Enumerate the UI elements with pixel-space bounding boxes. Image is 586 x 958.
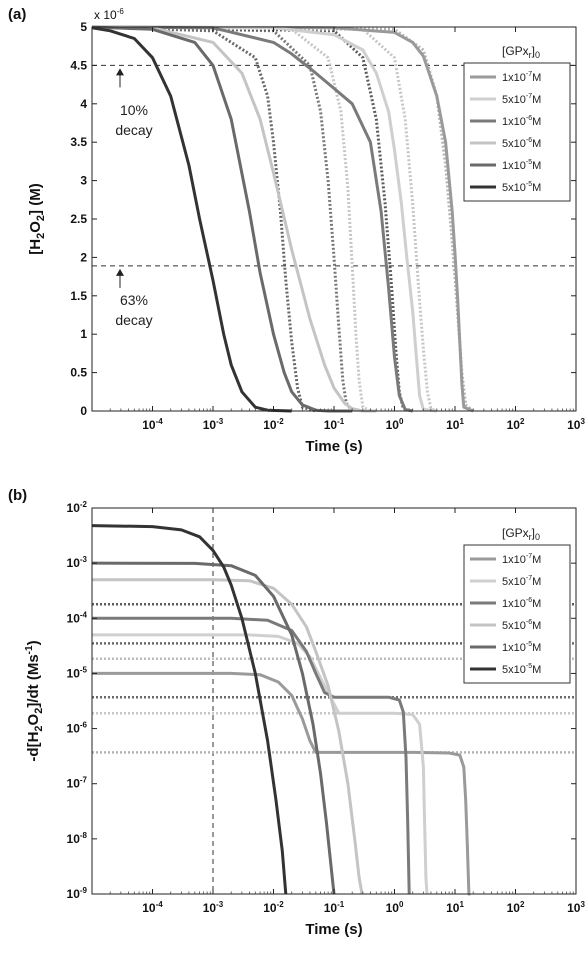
dotted-curve [91,25,414,413]
panel-a-label: (a) [8,6,26,23]
x-tick-label: 100 [386,417,404,432]
multiplier-exponent: -6 [117,7,125,16]
x-tick-label: 10-2 [263,900,284,915]
x-tick-label: 10-3 [203,417,224,432]
y-tick-label: 0 [80,404,87,418]
x-tick-label: 10-1 [324,900,345,915]
panel-b-legend: [GPxr]0 1x10-7M 5x10-7M 1x10-6M 5x10-6M 1x10-… [463,526,571,684]
x-tick-label: 101 [446,417,464,432]
dotted-curve [91,25,372,413]
series-line [91,26,292,413]
panel-a-annotations: 10% decay 63% decay [115,68,153,328]
y-tick-label: 10-7 [67,776,88,791]
panel-b-series [91,524,471,896]
legend-entry-label: 1x10-7M [502,553,541,566]
x-tick-label: 10-4 [142,417,163,432]
legend-entry-label: 5x10-6M [502,137,541,150]
x-tick-label: 100 [386,900,404,915]
annotation-text: decay [115,122,152,138]
annotation-text: 10% [120,102,148,118]
multiplier-base: x 10 [94,8,117,22]
legend-entry-label: 1x10-5M [502,641,541,654]
legend-entry-label: 1x10-7M [502,71,541,84]
y-tick-label: 10-6 [67,721,88,736]
panel-a-legend: [GPxr]0 1x10-7M 5x10-7M 1x10-6M 5x10-6M 1x10-… [463,44,571,202]
series-line [92,633,429,895]
dotted-curve [91,25,354,412]
series-line [92,578,364,895]
y-tick-label: 2 [80,250,87,264]
y-tick-label: 2.5 [70,212,87,226]
x-tick-label: 10-2 [263,417,284,432]
x-tick-label: 103 [567,417,585,432]
panel-a-chart: (a) x 10-6 10-4 10-3 10-2 10-1 100 101 102 1030… [8,6,585,455]
series-line [91,25,474,413]
annotation-arrowhead [116,268,124,276]
legend-entry-label: 1x10-5M [502,159,541,172]
annotation-arrowhead [116,68,124,76]
panel-a-ticks: 10-4 10-3 10-2 10-1 100 101 102 103 0 0.5 1 1.5 2 2.5… [70,20,585,432]
legend-entry-label: 1x10-6M [502,115,541,128]
series-line [91,561,336,895]
panel-b-chart: (b) 10-4 10-3 10-2 10-1 100 101 102 103 10-9 10-8… [8,487,585,938]
panel-a-y-axis-label: [H2O2] (M) [27,183,47,254]
panel-a-x-axis-label: Time (s) [305,438,362,455]
y-tick-label: 0.5 [70,366,87,380]
legend-entry-label: 5x10-5M [502,663,541,676]
legend-entry-label: 5x10-5M [502,181,541,194]
y-tick-label: 10-9 [67,886,88,901]
x-tick-label: 102 [507,900,525,915]
annotation-text: 63% [120,292,148,308]
x-tick-label: 10-1 [324,417,345,432]
y-tick-label: 3.5 [70,135,87,149]
y-tick-label: 10-8 [67,831,88,846]
panel-b-y-axis-label: -d[H2O2]/dt (Ms-1) [24,640,45,761]
legend-entry-label: 1x10-6M [502,597,541,610]
series-line [91,25,437,413]
x-tick-label: 10-3 [203,900,224,915]
x-tick-label: 101 [446,900,464,915]
legend-entry-label: 5x10-7M [502,93,541,106]
panel-a-series [91,25,474,413]
y-multiplier-label: x 10-6 [94,7,124,22]
panel-b-x-axis-label: Time (s) [305,921,362,938]
legend-title: [GPxr]0 [502,44,540,60]
panel-b-ticks: 10-4 10-3 10-2 10-1 100 101 102 103 10-9 10-8 10-7… [67,500,586,915]
series-line [91,25,353,413]
y-tick-label: 1 [80,327,87,341]
legend-title: [GPxr]0 [502,526,540,542]
legend-entry-label: 5x10-7M [502,575,541,588]
dotted-curve [91,25,317,413]
y-tick-label: 4 [80,97,87,111]
y-tick-label: 10-5 [67,665,88,680]
legend-box [463,62,571,202]
x-tick-label: 103 [567,900,585,915]
y-tick-label: 10-3 [67,555,88,570]
y-tick-label: 1.5 [70,289,87,303]
y-tick-label: 4.5 [70,58,87,72]
panel-b-label: (b) [8,487,27,504]
series-line [91,524,288,895]
y-tick-label: 10-4 [67,610,88,625]
y-tick-label: 10-2 [67,500,88,515]
x-tick-label: 102 [507,417,525,432]
y-tick-label: 5 [80,20,87,34]
series-line [91,25,377,413]
series-line [91,25,413,413]
series-line [92,671,471,896]
legend-entry-label: 5x10-6M [502,619,541,632]
y-tick-label: 3 [80,174,87,188]
dotted-curve [91,25,438,413]
annotation-text: decay [115,312,152,328]
legend-box [463,544,571,684]
x-tick-label: 10-4 [142,900,163,915]
